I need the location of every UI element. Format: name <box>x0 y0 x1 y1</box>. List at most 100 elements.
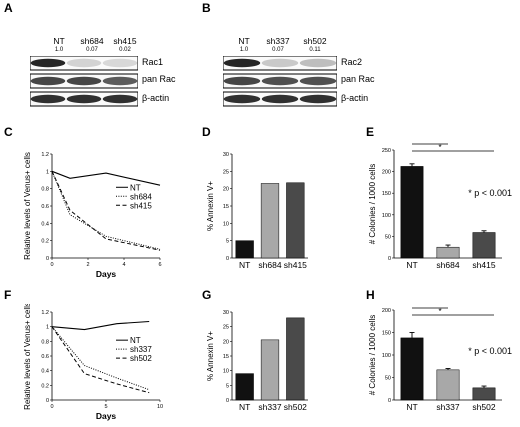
y-tick-label: 0 <box>46 398 49 404</box>
blot-row-label: β-actin <box>142 93 170 103</box>
bar <box>400 337 424 401</box>
panel-letter-d: D <box>202 125 211 139</box>
y-tick-label: 30 <box>223 310 229 316</box>
legend-label: sh502 <box>130 354 152 363</box>
lane-label: NT <box>53 36 65 46</box>
y-axis-label: # Colonies / 1000 cells <box>368 315 377 396</box>
bar <box>436 369 460 401</box>
bar <box>235 373 254 401</box>
y-tick-label: 25 <box>223 169 229 175</box>
x-tick-label: 0 <box>50 404 53 410</box>
p-value-annotation: * p < 0.001 <box>468 346 512 356</box>
y-tick-label: 5 <box>226 383 229 389</box>
blot-band <box>30 94 66 104</box>
bar-chart-e: 0 50 100 150 200 250 # Colonies / 1000 cells NT… <box>368 140 512 270</box>
quant-value: 0.11 <box>309 47 321 53</box>
y-tick-label: 0.8 <box>41 187 49 193</box>
blot-band <box>299 94 337 104</box>
western-blot-a: NT sh684 sh415 1.0 0.07 0.02 Rac1 pan Ra… <box>0 0 200 112</box>
y-tick-label: 20 <box>223 339 229 345</box>
blot-band <box>261 76 299 86</box>
y-axis-label: Relative levels of Venus+ cells <box>23 304 32 410</box>
significance-star: * <box>438 143 441 152</box>
quant-value: 0.07 <box>272 47 284 53</box>
blot-band <box>102 94 138 104</box>
blot-row-label: β-actin <box>341 93 369 103</box>
x-axis-label: Days <box>96 269 117 279</box>
y-tick-label: 0 <box>226 256 229 262</box>
series-line <box>51 171 161 250</box>
quant-value: 1.0 <box>239 47 249 53</box>
panel-letter-g: G <box>202 288 212 302</box>
lane-label: NT <box>238 36 250 46</box>
y-tick-label: 250 <box>382 148 391 154</box>
y-tick-label: 100 <box>382 353 391 359</box>
y-tick-label: 0 <box>388 256 391 262</box>
y-axis-label: # Colonies / 1000 cells <box>368 164 377 245</box>
y-tick-label: 0 <box>388 398 391 404</box>
p-value-annotation: * p < 0.001 <box>468 188 512 198</box>
blot-band <box>223 76 261 86</box>
panel-letter-f: F <box>4 288 12 302</box>
quant-value: 0.07 <box>86 47 98 53</box>
blot-band <box>102 58 138 68</box>
series-line <box>51 326 150 391</box>
blot-row-label: pan Rac <box>142 74 176 84</box>
legend-label: NT <box>130 183 141 192</box>
line-chart-f: 0 0.2 0.4 0.6 0.8 1 1.2 0 5 10 Days Relative levels… <box>23 304 163 421</box>
y-tick-label: 0 <box>46 256 49 262</box>
blot-strips <box>30 56 138 107</box>
panel-letter-h: H <box>366 288 375 302</box>
panel-letter-a: A <box>4 1 13 15</box>
category-label: NT <box>239 260 250 270</box>
category-label: sh415 <box>284 260 307 270</box>
legend-label: sh415 <box>130 201 152 210</box>
x-tick-label: 5 <box>104 404 107 410</box>
bar <box>286 182 305 259</box>
y-tick-label: 150 <box>382 331 391 337</box>
blot-band <box>30 76 66 86</box>
blot-row-label: pan Rac <box>341 74 375 84</box>
bar <box>260 339 280 401</box>
bar-chart-d: 0 5 10 15 20 25 30 % Annexin V+ NT sh684 sh415 <box>206 152 308 270</box>
y-tick-label: 0.6 <box>41 354 49 360</box>
y-axis-label: Relative levels of Venus+ cells <box>23 152 32 260</box>
y-tick-label: 0.4 <box>41 369 49 375</box>
category-label: NT <box>406 402 417 412</box>
legend-label: sh684 <box>130 192 152 201</box>
x-axis-label: Days <box>96 411 117 421</box>
bar <box>235 240 254 259</box>
y-tick-label: 0.6 <box>41 204 49 210</box>
line-chart-c: 0 0.2 0.4 0.6 0.8 1 1.2 0 2 4 6 Days Relative levels… <box>23 152 162 279</box>
y-tick-label: 0.4 <box>41 221 49 227</box>
category-label: NT <box>406 260 417 270</box>
x-tick-label: 6 <box>158 262 161 268</box>
category-label: sh502 <box>472 402 495 412</box>
blot-band <box>66 94 102 104</box>
y-tick-label: 1.2 <box>41 152 49 158</box>
blot-band <box>299 58 337 68</box>
y-axis-label: % Annexin V+ <box>206 331 215 381</box>
y-axis-label: % Annexin V+ <box>206 181 215 231</box>
y-tick-label: 5 <box>226 239 229 245</box>
significance-star: * <box>438 307 441 316</box>
bar-chart-g: 0 5 10 15 20 25 30 % Annexin V+ NT sh337 sh502 <box>206 310 308 412</box>
category-label: sh684 <box>436 260 459 270</box>
y-tick-label: 150 <box>382 191 391 197</box>
category-label: sh337 <box>258 402 281 412</box>
x-tick-label: 0 <box>50 262 53 268</box>
category-label: sh684 <box>258 260 281 270</box>
y-tick-label: 30 <box>223 152 229 158</box>
series-line <box>51 320 150 331</box>
blot-band <box>261 94 299 104</box>
lane-label: sh415 <box>113 36 137 46</box>
y-tick-label: 1.2 <box>41 310 49 316</box>
y-tick-label: 0 <box>226 398 229 404</box>
bar <box>436 246 460 259</box>
bar-chart-h: 0 50 100 150 200 # Colonies / 1000 cells NT sh3… <box>368 304 512 412</box>
y-tick-label: 0.2 <box>41 383 49 389</box>
x-tick-label: 10 <box>157 404 163 410</box>
bar <box>260 183 280 259</box>
blot-strips <box>223 56 337 107</box>
lane-label: sh684 <box>80 36 104 46</box>
